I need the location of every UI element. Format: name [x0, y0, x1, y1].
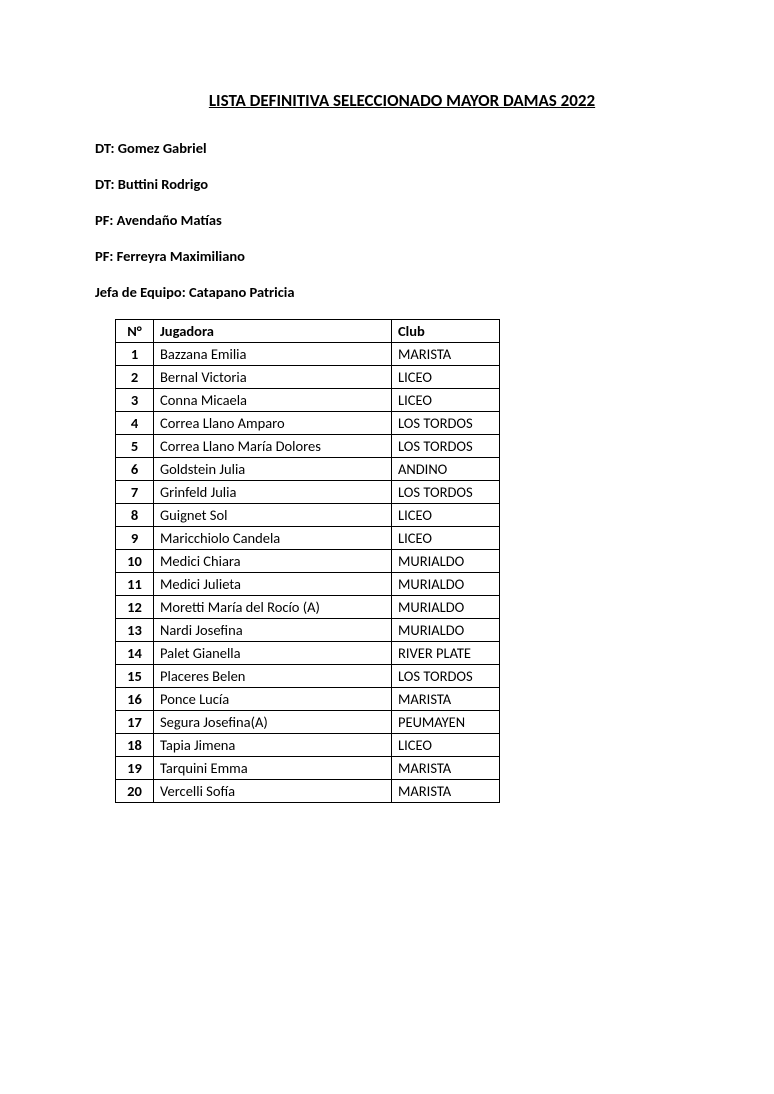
table-row: 12Moretti María del Rocío (A)MURIALDO: [116, 596, 500, 619]
cell-club: MARISTA: [392, 688, 500, 711]
cell-number: 7: [116, 481, 154, 504]
staff-entry: PF: Ferreyra Maximiliano: [95, 247, 679, 265]
col-header-player: Jugadora: [154, 320, 392, 343]
cell-club: LOS TORDOS: [392, 412, 500, 435]
cell-number: 12: [116, 596, 154, 619]
staff-list: DT: Gomez Gabriel DT: Buttini Rodrigo PF…: [95, 139, 679, 301]
cell-player: Placeres Belen: [154, 665, 392, 688]
cell-player: Grinfeld Julia: [154, 481, 392, 504]
cell-club: MURIALDO: [392, 573, 500, 596]
cell-player: Nardi Josefina: [154, 619, 392, 642]
cell-number: 2: [116, 366, 154, 389]
cell-number: 8: [116, 504, 154, 527]
table-row: 6Goldstein JuliaANDINO: [116, 458, 500, 481]
cell-number: 17: [116, 711, 154, 734]
table-header-row: N° Jugadora Club: [116, 320, 500, 343]
col-header-club: Club: [392, 320, 500, 343]
table-row: 11Medici JulietaMURIALDO: [116, 573, 500, 596]
table-row: 7Grinfeld JuliaLOS TORDOS: [116, 481, 500, 504]
cell-number: 3: [116, 389, 154, 412]
cell-club: MURIALDO: [392, 619, 500, 642]
table-row: 14Palet GianellaRIVER PLATE: [116, 642, 500, 665]
cell-number: 16: [116, 688, 154, 711]
cell-number: 10: [116, 550, 154, 573]
cell-number: 15: [116, 665, 154, 688]
cell-number: 19: [116, 757, 154, 780]
cell-player: Vercelli Sofía: [154, 780, 392, 803]
table-row: 15Placeres BelenLOS TORDOS: [116, 665, 500, 688]
cell-club: PEUMAYEN: [392, 711, 500, 734]
staff-entry: DT: Gomez Gabriel: [95, 139, 679, 157]
cell-player: Tapia Jimena: [154, 734, 392, 757]
cell-player: Goldstein Julia: [154, 458, 392, 481]
table-row: 8Guignet SolLICEO: [116, 504, 500, 527]
cell-club: ANDINO: [392, 458, 500, 481]
cell-number: 18: [116, 734, 154, 757]
table-row: 3Conna MicaelaLICEO: [116, 389, 500, 412]
table-row: 10Medici ChiaraMURIALDO: [116, 550, 500, 573]
cell-player: Guignet Sol: [154, 504, 392, 527]
cell-player: Bernal Victoria: [154, 366, 392, 389]
cell-number: 9: [116, 527, 154, 550]
cell-player: Correa Llano María Dolores: [154, 435, 392, 458]
table-row: 17Segura Josefina(A)PEUMAYEN: [116, 711, 500, 734]
table-row: 1Bazzana EmiliaMARISTA: [116, 343, 500, 366]
cell-club: LICEO: [392, 366, 500, 389]
table-body: 1Bazzana EmiliaMARISTA2Bernal VictoriaLI…: [116, 343, 500, 803]
cell-club: LICEO: [392, 504, 500, 527]
cell-player: Moretti María del Rocío (A): [154, 596, 392, 619]
staff-entry: DT: Buttini Rodrigo: [95, 175, 679, 193]
table-row: 19Tarquini EmmaMARISTA: [116, 757, 500, 780]
cell-player: Ponce Lucía: [154, 688, 392, 711]
cell-player: Segura Josefina(A): [154, 711, 392, 734]
cell-player: Correa Llano Amparo: [154, 412, 392, 435]
cell-club: LICEO: [392, 527, 500, 550]
cell-player: Palet Gianella: [154, 642, 392, 665]
table-row: 13Nardi JosefinaMURIALDO: [116, 619, 500, 642]
cell-number: 5: [116, 435, 154, 458]
cell-number: 11: [116, 573, 154, 596]
cell-club: LOS TORDOS: [392, 481, 500, 504]
page-title: LISTA DEFINITIVA SELECCIONADO MAYOR DAMA…: [125, 90, 679, 111]
cell-player: Medici Julieta: [154, 573, 392, 596]
table-row: 2Bernal VictoriaLICEO: [116, 366, 500, 389]
cell-club: MURIALDO: [392, 596, 500, 619]
cell-club: LICEO: [392, 389, 500, 412]
cell-player: Tarquini Emma: [154, 757, 392, 780]
staff-entry: Jefa de Equipo: Catapano Patricia: [95, 283, 679, 301]
players-table: N° Jugadora Club 1Bazzana EmiliaMARISTA2…: [115, 319, 500, 803]
cell-club: LOS TORDOS: [392, 665, 500, 688]
cell-number: 20: [116, 780, 154, 803]
col-header-number: N°: [116, 320, 154, 343]
cell-player: Bazzana Emilia: [154, 343, 392, 366]
cell-number: 4: [116, 412, 154, 435]
table-row: 20Vercelli SofíaMARISTA: [116, 780, 500, 803]
cell-club: MARISTA: [392, 757, 500, 780]
cell-club: MURIALDO: [392, 550, 500, 573]
cell-player: Maricchiolo Candela: [154, 527, 392, 550]
table-row: 16Ponce LucíaMARISTA: [116, 688, 500, 711]
cell-player: Medici Chiara: [154, 550, 392, 573]
table-row: 18Tapia JimenaLICEO: [116, 734, 500, 757]
table-row: 5Correa Llano María DoloresLOS TORDOS: [116, 435, 500, 458]
cell-club: LOS TORDOS: [392, 435, 500, 458]
cell-club: MARISTA: [392, 343, 500, 366]
cell-number: 14: [116, 642, 154, 665]
staff-entry: PF: Avendaño Matías: [95, 211, 679, 229]
cell-number: 6: [116, 458, 154, 481]
cell-club: MARISTA: [392, 780, 500, 803]
cell-number: 1: [116, 343, 154, 366]
cell-number: 13: [116, 619, 154, 642]
table-row: 9Maricchiolo CandelaLICEO: [116, 527, 500, 550]
cell-club: RIVER PLATE: [392, 642, 500, 665]
cell-player: Conna Micaela: [154, 389, 392, 412]
cell-club: LICEO: [392, 734, 500, 757]
table-row: 4Correa Llano AmparoLOS TORDOS: [116, 412, 500, 435]
